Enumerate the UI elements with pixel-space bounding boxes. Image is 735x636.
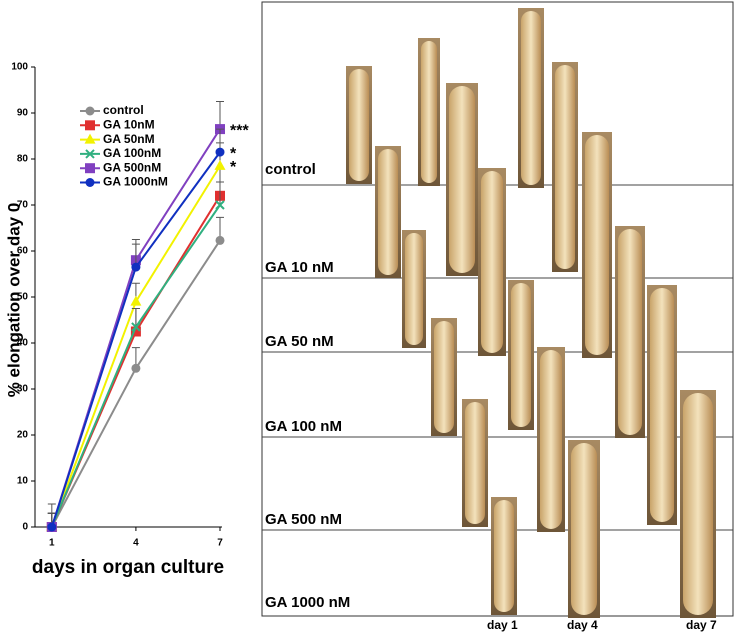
error-bar [131, 308, 140, 327]
tissue [555, 65, 575, 269]
x-tick-label: 1 [49, 538, 55, 549]
y-tick-label: 50 [17, 292, 29, 303]
data-point [215, 200, 225, 210]
tissue [349, 69, 369, 181]
data-point [215, 235, 225, 245]
legend-marker [85, 178, 95, 187]
y-tick-label: 60 [17, 246, 29, 257]
y-tick-label: 40 [17, 338, 29, 349]
row-label: GA 10 nM [265, 259, 334, 276]
row-label: GA 1000 nM [265, 594, 350, 611]
legend-marker [85, 106, 95, 116]
photo-panel: control GA 10 nM GA 50 nM GA 100 nM GA 500 n… [261, 1, 734, 632]
legend-marker [85, 163, 95, 174]
legend-marker [85, 120, 95, 131]
significance-label: *** [230, 122, 249, 139]
row-label: GA 500 nM [265, 511, 342, 528]
line-chart: % elongation over day 0 days in organ cu… [4, 62, 249, 578]
tissue [405, 233, 423, 345]
tissue [540, 350, 562, 529]
tissue [421, 41, 437, 183]
y-tick-label: 90 [17, 108, 29, 119]
legend-label: GA 50nM [103, 132, 155, 146]
data-point [131, 262, 141, 272]
error-bar [216, 181, 224, 205]
row-label: GA 100 nM [265, 418, 342, 435]
data-point [215, 147, 225, 157]
legend-label: GA 10nM [103, 117, 155, 131]
tissue [449, 86, 475, 273]
significance-label: * [230, 159, 237, 176]
tissue [585, 135, 609, 355]
tissue [465, 402, 485, 524]
y-tick-label: 70 [17, 200, 29, 211]
y-tick-label: 0 [22, 522, 28, 533]
legend-marker [85, 149, 95, 159]
row-label: control [265, 161, 316, 178]
column-label: day 1 [487, 618, 518, 632]
x-tick-label: 4 [133, 538, 139, 549]
data-point [131, 363, 141, 373]
tissue [481, 171, 503, 353]
y-tick-label: 30 [17, 384, 29, 395]
legend-label: GA 1000nM [103, 175, 168, 189]
series-line [50, 165, 221, 528]
y-tick-label: 20 [17, 430, 29, 441]
x-tick-label: 7 [217, 538, 223, 549]
tissue [521, 11, 541, 185]
tissue [494, 500, 514, 612]
y-axis-label: % elongation over day 0 [4, 203, 23, 398]
legend-marker [84, 133, 96, 144]
column-label: day 4 [567, 618, 598, 632]
x-axis-label: days in organ culture [32, 557, 224, 578]
data-point [130, 295, 142, 306]
column-label: day 7 [686, 618, 717, 632]
data-point [47, 522, 57, 532]
tissue [434, 321, 454, 433]
tissue [650, 288, 674, 522]
tissue [571, 443, 597, 615]
tissue [618, 229, 642, 435]
significance-label: * [230, 145, 237, 162]
data-point [214, 159, 226, 170]
series: * [47, 128, 237, 532]
legend-label: GA 100nM [103, 146, 161, 160]
tissue [683, 393, 713, 615]
y-tick-label: 80 [17, 154, 29, 165]
data-point [130, 326, 141, 337]
legend-label: GA 500nM [103, 160, 161, 174]
row-label: GA 50 nM [265, 333, 334, 350]
y-tick-label: 10 [17, 476, 29, 487]
data-point [131, 322, 141, 332]
y-tick-label: 100 [11, 62, 28, 73]
legend-label: control [103, 103, 144, 117]
tissue [511, 283, 531, 427]
tissue [378, 149, 398, 275]
